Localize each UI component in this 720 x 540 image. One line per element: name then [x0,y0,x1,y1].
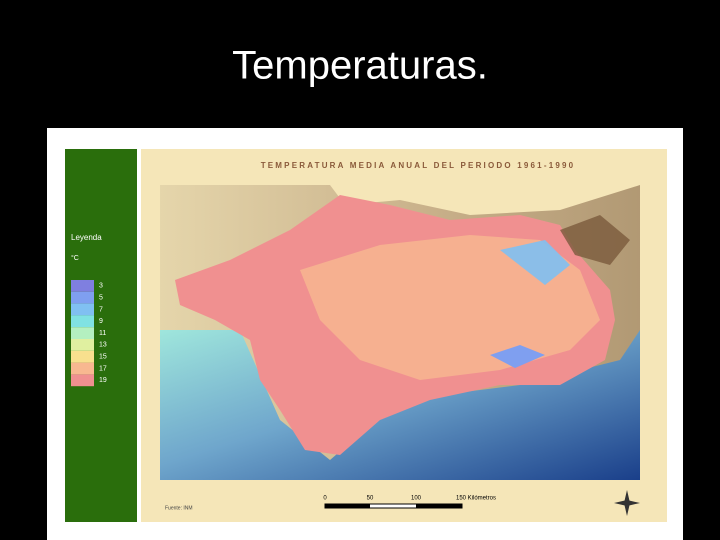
slide-title: Temperaturas. [232,44,488,88]
legend-label: 15 [99,354,107,361]
legend-swatch [71,362,94,375]
legend-label: 7 [99,306,103,313]
legend-swatch [71,291,94,304]
map-title: TEMPERATURA MEDIA ANUAL DEL PERIODO 1961… [261,161,576,170]
legend-swatch [71,303,94,316]
legend-swatch [71,280,94,292]
legend-swatch [71,315,94,328]
legend-label: 17 [99,365,107,372]
legend-label: 13 [99,342,107,349]
scale-label: 50 [367,496,374,502]
scale-bar [324,503,463,509]
scale-label: 150 Kilómetros [456,496,496,502]
legend-swatch [71,327,94,339]
legend-swatch [71,374,94,387]
legend-swatch [71,350,94,363]
legend-label: 3 [99,283,103,290]
compass [614,490,640,516]
source: Fuente: INM [165,505,193,511]
legend-heading: Leyenda [71,233,102,242]
legend-swatch [71,339,94,351]
legend-label: 5 [99,295,103,302]
legend: 3 5 7 9 11 13 15 17 19 [71,280,107,387]
legend-label: 19 [99,377,107,384]
scale-label: 0 [323,496,327,502]
scale-label: 100 [411,496,422,502]
legend-label: 11 [99,330,106,337]
map-image [160,185,640,480]
legend-label: 9 [99,318,103,325]
legend-unit: °C [71,254,79,262]
